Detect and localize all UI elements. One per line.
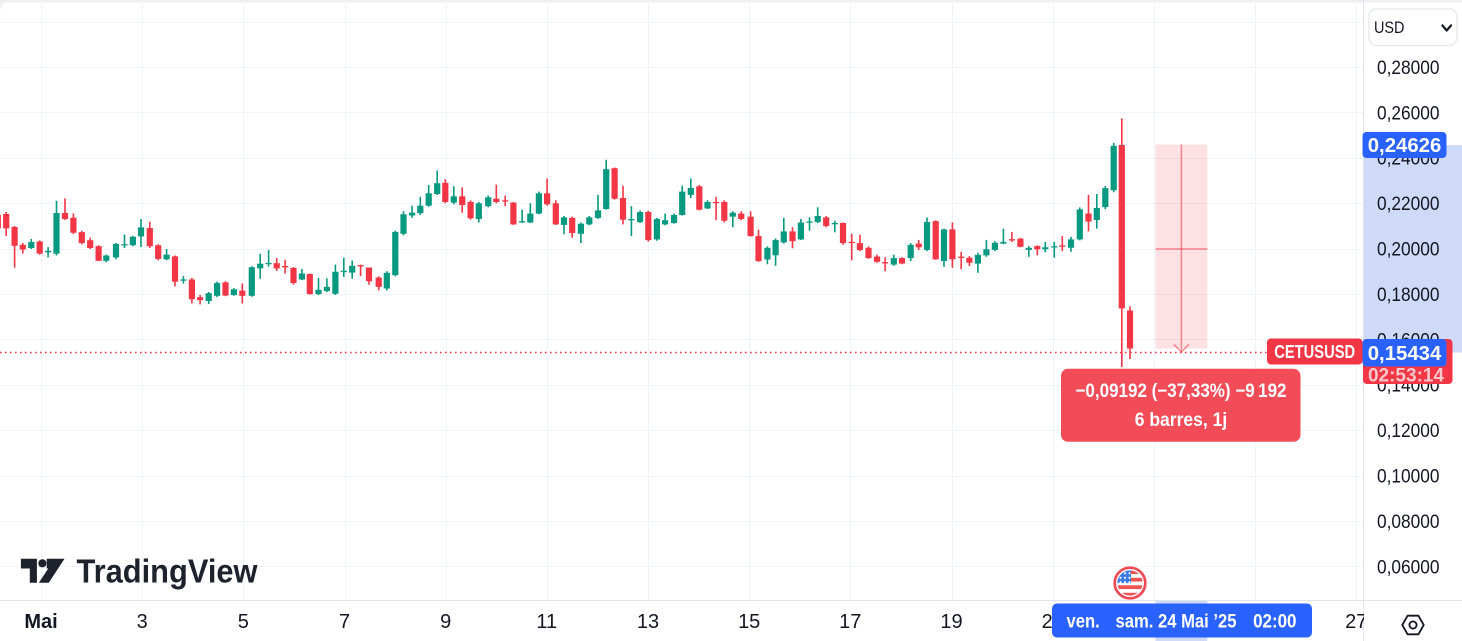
svg-text:0,08000: 0,08000 <box>1377 512 1440 533</box>
svg-text:19: 19 <box>940 611 962 633</box>
svg-text:sam. 24 Mai ’25: sam. 24 Mai ’25 <box>1116 611 1237 632</box>
svg-text:CETUSUSD: CETUSUSD <box>1274 342 1355 362</box>
svg-text:Mai: Mai <box>24 611 57 633</box>
svg-text:17: 17 <box>839 611 861 633</box>
svg-text:11: 11 <box>536 611 557 633</box>
svg-text:0,22000: 0,22000 <box>1377 194 1440 215</box>
svg-text:02:00: 02:00 <box>1253 611 1296 632</box>
svg-text:9: 9 <box>440 611 451 633</box>
svg-text:USD: USD <box>1374 18 1405 37</box>
svg-text:3: 3 <box>137 611 148 633</box>
svg-text:6 barres, 1j: 6 barres, 1j <box>1135 410 1228 431</box>
svg-text:0,26000: 0,26000 <box>1377 103 1440 124</box>
svg-text:5: 5 <box>238 611 249 633</box>
svg-text:0,06000: 0,06000 <box>1377 557 1440 578</box>
svg-text:0,15434: 0,15434 <box>1368 343 1442 365</box>
svg-text:0,10000: 0,10000 <box>1377 467 1440 488</box>
svg-text:15: 15 <box>738 611 760 633</box>
svg-text:TradingView: TradingView <box>77 553 258 590</box>
svg-text:02:53:14: 02:53:14 <box>1368 366 1444 387</box>
svg-text:0,24626: 0,24626 <box>1368 135 1442 157</box>
svg-text:0,28000: 0,28000 <box>1377 58 1440 79</box>
svg-text:7: 7 <box>339 611 350 633</box>
svg-text:ven.: ven. <box>1067 611 1100 632</box>
svg-text:0,20000: 0,20000 <box>1377 240 1440 261</box>
svg-text:−0,09192 (−37,33%) −9 192: −0,09192 (−37,33%) −9 192 <box>1076 381 1287 402</box>
svg-text:27: 27 <box>1345 611 1367 633</box>
svg-text:13: 13 <box>637 611 659 633</box>
svg-text:0,18000: 0,18000 <box>1377 285 1440 306</box>
svg-text:0,12000: 0,12000 <box>1377 421 1440 442</box>
